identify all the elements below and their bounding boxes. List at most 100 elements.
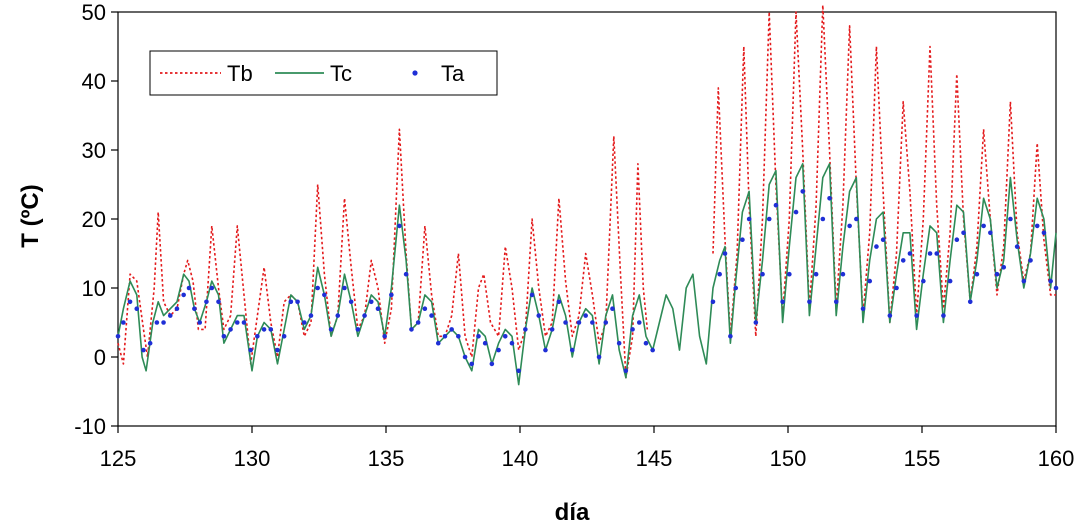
series-ta-point (650, 347, 655, 353)
series-ta-point (121, 320, 126, 325)
series-ta-point (496, 347, 501, 353)
series-ta-point (241, 320, 247, 325)
series-ta-point (197, 320, 203, 325)
x-tick-label: 155 (904, 446, 941, 471)
x-tick-label: 140 (502, 446, 539, 471)
series-ta-point (766, 216, 772, 222)
series-ta-point (456, 334, 461, 339)
series-ta-point (590, 320, 595, 325)
series-ta-point (342, 285, 347, 291)
series-ta-point (907, 251, 913, 256)
series-ta-point (482, 340, 488, 346)
series-ta-point (854, 216, 859, 222)
x-tick-label: 130 (234, 446, 271, 471)
series-ta-point (549, 327, 555, 332)
series-ta-point (322, 292, 327, 298)
series-ta-point (630, 327, 635, 332)
series-ta-point (569, 347, 575, 353)
series-ta-point (516, 368, 521, 374)
series-ta-point (1028, 258, 1033, 263)
series-ta-point (288, 299, 294, 305)
series-ta-point (502, 334, 508, 339)
series-ta-point (509, 340, 515, 346)
legend-label-tb: Tb (227, 61, 253, 86)
series-ta-point (1008, 216, 1013, 222)
y-tick-label: 40 (82, 69, 106, 94)
series-ta-point (134, 306, 140, 312)
series-ta-point (616, 340, 622, 346)
x-tick-label: 135 (368, 446, 405, 471)
series-ta-point (315, 285, 320, 291)
series-ta-point (874, 244, 879, 249)
series-ta-point (563, 320, 568, 325)
y-tick-label: 10 (82, 276, 106, 301)
series-ta-point (981, 223, 986, 229)
series-ta-point (382, 334, 387, 339)
series-ta-point (840, 271, 846, 277)
series-ta-point (773, 202, 779, 208)
series-ta-point (636, 320, 642, 325)
series-ta-point (1034, 223, 1040, 229)
series-ta-point (154, 320, 160, 325)
series-ta-point (221, 334, 227, 339)
x-tick-label: 160 (1038, 446, 1075, 471)
series-ta-point (469, 361, 475, 367)
series-ta-point (161, 320, 166, 325)
series-ta-point (947, 278, 953, 284)
series-ta-point (583, 313, 588, 318)
series-ta-point (867, 278, 873, 284)
series-ta-point (954, 237, 960, 242)
series-ta-point (228, 327, 233, 332)
series-ta-point (961, 230, 966, 236)
series-ta (115, 189, 1059, 374)
series-ta-point (403, 271, 409, 277)
series-ta-point (375, 306, 381, 312)
series-ta-point (115, 334, 121, 339)
series-ta-point (389, 292, 394, 298)
series-ta-point (234, 320, 240, 325)
series-ta-point (780, 299, 785, 305)
series-ta-point (722, 251, 728, 256)
series-ta-point (880, 237, 886, 242)
series-ta-point (181, 292, 186, 298)
series-ta-point (216, 299, 221, 305)
series-ta-point (994, 271, 1000, 277)
series-ta-point (900, 258, 906, 263)
y-tick-label: 30 (82, 138, 106, 163)
series-ta-point (710, 299, 716, 305)
x-tick-label: 125 (100, 446, 137, 471)
x-axis-title: día (555, 499, 590, 526)
series-ta-point (442, 334, 448, 339)
series-ta-point (623, 368, 629, 374)
series-ta-point (462, 354, 468, 360)
series-ta-point (1001, 265, 1007, 270)
series-ta-point (255, 334, 260, 339)
series-ta-point (914, 313, 919, 318)
series-ta-point (760, 271, 765, 277)
series-ta-point (489, 361, 495, 367)
series-ta-point (643, 340, 649, 346)
series-ta-point (556, 299, 562, 305)
series-ta-point (174, 306, 180, 312)
series-ta-point (204, 299, 209, 305)
series-ta-point (409, 327, 414, 332)
legend-box (149, 50, 498, 96)
series-ta-point (167, 313, 173, 318)
legend: Tb Tc Ta (149, 50, 498, 96)
legend-label-tc: Tc (330, 61, 352, 86)
series-ta-point (422, 306, 428, 312)
series-ta-point (301, 320, 307, 325)
series-ta-point (894, 285, 899, 291)
x-tick-label: 150 (770, 446, 807, 471)
series-ta-point (186, 285, 192, 291)
series-ta-point (820, 216, 826, 222)
series-ta-point (800, 189, 806, 194)
series-ta-point (827, 196, 832, 201)
series-ta-point (717, 271, 722, 277)
series-ta-point (209, 285, 215, 291)
series-ta-point (967, 299, 973, 305)
series-ta-point (529, 292, 535, 298)
series-ta-point (355, 327, 361, 332)
series-ta-point (281, 334, 287, 339)
